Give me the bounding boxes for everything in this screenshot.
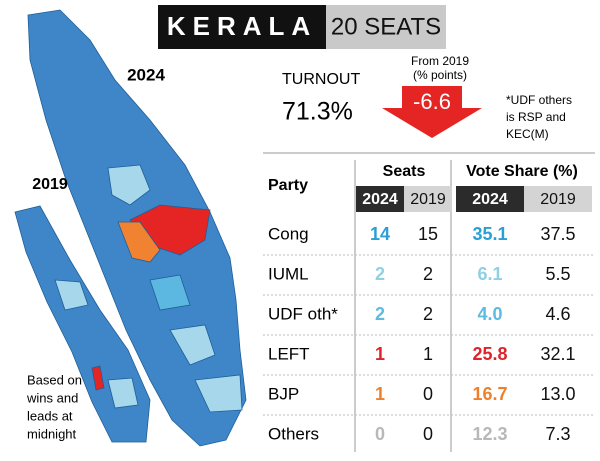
- party: Cong: [268, 224, 309, 243]
- map-note: Based on: [27, 372, 82, 387]
- cell: 14: [370, 224, 390, 244]
- party: LEFT: [268, 344, 310, 363]
- map-2024: [27, 9, 247, 447]
- year-cell: [404, 186, 452, 212]
- cell: 0: [423, 384, 433, 404]
- seats-header: Seats: [383, 163, 426, 180]
- cell: 5.5: [545, 264, 570, 284]
- cell: 1: [375, 344, 385, 364]
- title: KERALA: [167, 11, 317, 41]
- map-label: 2019: [32, 176, 68, 193]
- map-2019: [14, 205, 151, 443]
- turnout-value: 71.3%: [282, 98, 353, 126]
- turnout-label: TURNOUT: [282, 71, 360, 88]
- change-label: (% points): [413, 68, 467, 82]
- party: Others: [268, 424, 319, 443]
- cell: 32.1: [540, 344, 575, 364]
- map-label: 2024: [127, 65, 165, 84]
- title-box: [158, 5, 326, 49]
- cell: 15: [418, 224, 438, 244]
- year-cell: [456, 186, 524, 212]
- cell: 13.0: [540, 384, 575, 404]
- map-note: leads at: [27, 408, 73, 423]
- udf-note: is RSP and: [506, 110, 566, 124]
- cell: 7.3: [545, 424, 570, 444]
- seats-box: [326, 5, 446, 49]
- cell: 2: [423, 304, 433, 324]
- year-header: 2019: [540, 191, 576, 208]
- cell: 2: [375, 264, 385, 284]
- cell: 1: [423, 344, 433, 364]
- cell: 12.3: [472, 424, 507, 444]
- cell: 25.8: [472, 344, 507, 364]
- down-arrow: [382, 86, 482, 138]
- cell: 6.1: [477, 264, 502, 284]
- party: IUML: [268, 264, 309, 283]
- vote-header: Vote Share (%): [466, 163, 578, 180]
- map-note: wins and: [26, 390, 78, 405]
- seats-total: 20 SEATS: [331, 13, 441, 40]
- cell: 37.5: [540, 224, 575, 244]
- turnout-change: -6.6: [413, 89, 451, 114]
- party: UDF oth*: [268, 304, 338, 323]
- party-header: Party: [268, 177, 308, 194]
- year-cell: [356, 186, 404, 212]
- year-cell: [524, 186, 592, 212]
- cell: 4.0: [477, 304, 502, 324]
- change-label: From 2019: [411, 54, 469, 68]
- cell: 16.7: [472, 384, 507, 404]
- udf-note: KEC(M): [506, 127, 549, 141]
- map-note: midnight: [27, 426, 77, 441]
- cell: 0: [423, 424, 433, 444]
- year-header: 2024: [472, 191, 508, 208]
- cell: 35.1: [472, 224, 507, 244]
- cell: 4.6: [545, 304, 570, 324]
- cell: 0: [375, 424, 385, 444]
- year-header: 2024: [362, 191, 398, 208]
- cell: 2: [375, 304, 385, 324]
- cell: 1: [375, 384, 385, 404]
- cell: 2: [423, 264, 433, 284]
- year-header: 2019: [410, 191, 446, 208]
- udf-note: *UDF others: [506, 93, 572, 107]
- party: BJP: [268, 384, 299, 403]
